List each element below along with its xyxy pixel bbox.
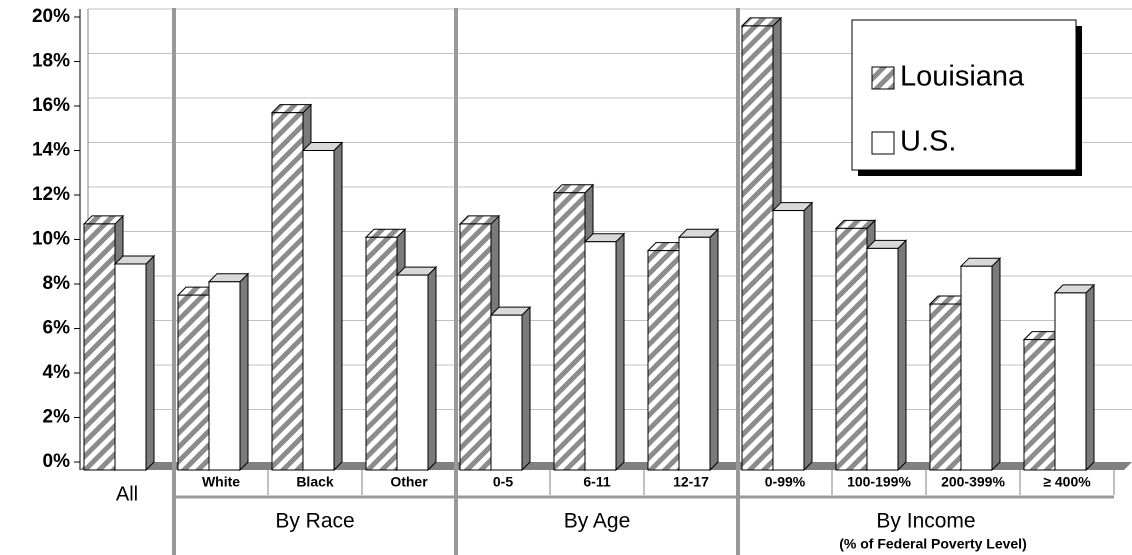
bar xyxy=(583,232,626,472)
bar-side xyxy=(333,141,343,472)
bar xyxy=(301,141,344,472)
bar-side xyxy=(897,239,907,472)
bar xyxy=(677,228,720,472)
bar xyxy=(771,201,814,472)
x-tick-label: 0-5 xyxy=(493,474,513,490)
bar-front xyxy=(584,241,617,471)
bar-front xyxy=(208,281,241,471)
legend-swatch xyxy=(871,66,895,90)
bar-side xyxy=(427,265,437,472)
bar-front xyxy=(365,236,398,471)
bar xyxy=(489,305,532,472)
y-tick-label: 14% xyxy=(32,140,70,161)
bar-front xyxy=(83,223,116,471)
x-tick-label: White xyxy=(202,474,240,490)
bar-side xyxy=(521,305,531,472)
y-tick-label: 12% xyxy=(32,184,70,205)
bar-side xyxy=(145,254,155,472)
bar xyxy=(865,239,908,472)
y-tick-label: 16% xyxy=(32,95,70,116)
y-tick-label: 20% xyxy=(32,6,70,27)
y-tick-label: 2% xyxy=(43,407,71,428)
y-tick-label: 6% xyxy=(43,318,71,339)
x-tick-label: Black xyxy=(296,474,334,490)
bar-front xyxy=(772,210,805,471)
bar-side xyxy=(991,256,1001,472)
x-tick-label: 12-17 xyxy=(673,474,709,490)
bar xyxy=(207,272,250,472)
bar-front xyxy=(678,236,711,471)
y-tick-label: 0% xyxy=(43,451,71,472)
bar-front xyxy=(835,227,868,471)
x-tick-label: ≥ 400% xyxy=(1043,474,1091,490)
bar-front xyxy=(741,25,774,471)
bar-front xyxy=(459,223,492,471)
y-tick-label: 18% xyxy=(32,51,70,72)
group-label: By Age xyxy=(564,510,631,533)
x-tick-label: 6-11 xyxy=(583,474,610,490)
bar-front xyxy=(490,314,523,471)
bar-side xyxy=(1085,283,1095,472)
group-label: By Income xyxy=(876,510,975,533)
bar xyxy=(113,254,156,472)
bar-front xyxy=(177,294,210,471)
bar-front xyxy=(647,250,680,471)
x-tick-label: 100-199% xyxy=(847,474,911,490)
bar-front xyxy=(866,247,899,471)
legend-label: U.S. xyxy=(900,126,956,158)
x-tick-label: Other xyxy=(390,474,428,490)
x-tick-label: All xyxy=(116,483,138,505)
group-note: (% of Federal Poverty Level) xyxy=(839,536,1027,552)
bar-front xyxy=(960,265,993,471)
group-label: By Race xyxy=(275,510,354,533)
bar-side xyxy=(803,201,813,472)
bar-side xyxy=(615,232,625,472)
y-tick-label: 8% xyxy=(43,273,71,294)
bar-front xyxy=(114,263,147,471)
bar xyxy=(959,256,1002,472)
bar-front xyxy=(929,303,962,471)
legend-label: Louisiana xyxy=(900,61,1025,93)
x-tick-label: 0-99% xyxy=(765,474,806,490)
bar-front xyxy=(553,192,586,471)
bar-front xyxy=(302,150,335,471)
x-tick-label: 200-399% xyxy=(941,474,1005,490)
y-tick-label: 10% xyxy=(32,229,70,250)
bar-front xyxy=(1023,339,1056,471)
bar-front xyxy=(271,112,304,471)
bar xyxy=(1053,283,1096,472)
bar-side xyxy=(239,272,249,472)
bar-front xyxy=(396,274,429,471)
legend-swatch xyxy=(871,131,895,155)
bar-front xyxy=(1054,292,1087,471)
y-tick-label: 4% xyxy=(43,362,71,383)
bar-side xyxy=(709,228,719,472)
bar xyxy=(395,265,438,472)
